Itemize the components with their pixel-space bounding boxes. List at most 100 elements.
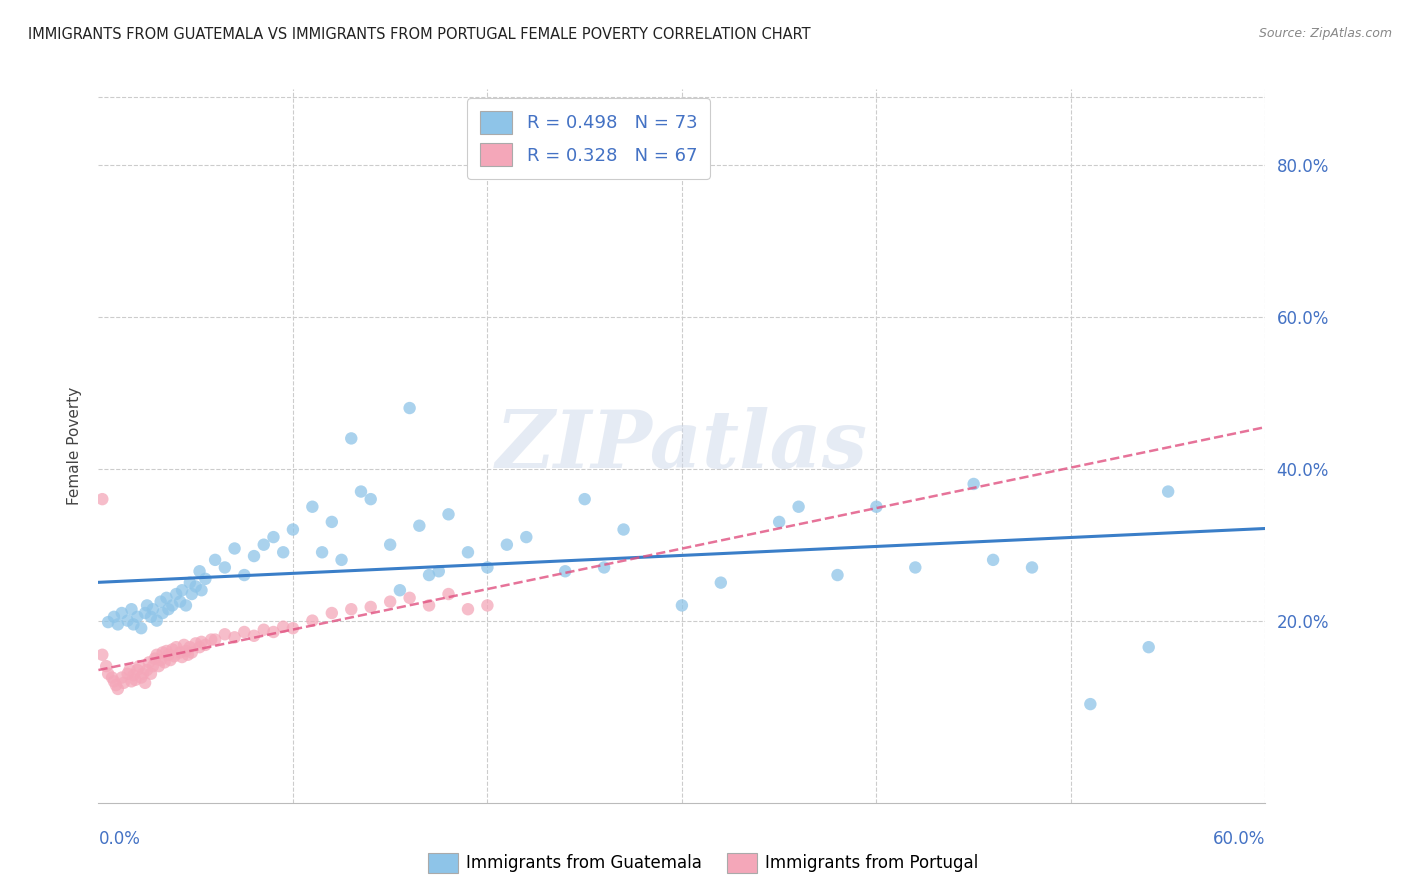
Text: 0.0%: 0.0% <box>98 830 141 847</box>
Point <box>204 632 226 647</box>
Point <box>142 659 165 673</box>
Point <box>388 583 411 598</box>
Point <box>194 572 217 586</box>
Point <box>224 541 246 556</box>
Point <box>128 659 150 673</box>
Point <box>593 560 616 574</box>
Point <box>177 648 200 662</box>
Point <box>214 560 236 574</box>
Point <box>132 666 155 681</box>
Point <box>179 640 201 655</box>
Point <box>118 663 141 677</box>
Point <box>138 656 160 670</box>
Point <box>214 627 236 641</box>
Point <box>457 602 479 616</box>
Point <box>169 645 191 659</box>
Point <box>146 648 169 662</box>
Point <box>437 587 460 601</box>
Point <box>180 587 202 601</box>
Point <box>233 625 256 640</box>
Point <box>134 676 156 690</box>
Point <box>97 666 120 681</box>
Point <box>1157 484 1180 499</box>
Point <box>574 492 596 507</box>
Point <box>159 653 181 667</box>
Point <box>962 477 984 491</box>
Point <box>457 545 479 559</box>
Point <box>188 640 211 655</box>
Point <box>121 602 143 616</box>
Point <box>477 599 499 613</box>
Point <box>865 500 887 514</box>
Point <box>200 632 222 647</box>
Point <box>768 515 790 529</box>
Point <box>360 492 382 507</box>
Point <box>124 673 146 687</box>
Point <box>97 615 120 629</box>
Point <box>554 564 576 578</box>
Point <box>91 492 114 507</box>
Point <box>162 642 184 657</box>
Point <box>301 500 323 514</box>
Point <box>271 545 294 559</box>
Point <box>904 560 927 574</box>
Point <box>163 649 186 664</box>
Point <box>117 666 139 681</box>
Point <box>170 583 193 598</box>
Point <box>157 602 180 616</box>
Point <box>122 668 145 682</box>
Point <box>136 599 159 613</box>
Point <box>243 549 266 563</box>
Point <box>157 648 180 662</box>
Point <box>129 671 152 685</box>
Point <box>311 545 333 559</box>
Y-axis label: Female Poverty: Female Poverty <box>66 387 82 505</box>
Point <box>155 644 177 658</box>
Point <box>1021 560 1043 574</box>
Point <box>139 609 162 624</box>
Point <box>165 640 187 655</box>
Point <box>129 621 152 635</box>
Point <box>408 518 430 533</box>
Point <box>184 636 207 650</box>
Point <box>165 587 187 601</box>
Point <box>1137 640 1160 655</box>
Point <box>194 638 217 652</box>
Point <box>107 617 129 632</box>
Point <box>301 614 323 628</box>
Point <box>253 538 276 552</box>
Point <box>111 606 134 620</box>
Point <box>139 666 162 681</box>
Point <box>398 401 420 415</box>
Point <box>149 653 172 667</box>
Point <box>173 638 195 652</box>
Point <box>162 599 184 613</box>
Point <box>112 676 135 690</box>
Point <box>170 650 193 665</box>
Point <box>155 591 177 605</box>
Point <box>152 606 174 620</box>
Point <box>143 651 166 665</box>
Point <box>174 599 197 613</box>
Point <box>612 523 634 537</box>
Point <box>262 530 284 544</box>
Point <box>111 671 134 685</box>
Point <box>271 620 294 634</box>
Point <box>418 599 440 613</box>
Point <box>184 579 207 593</box>
Point <box>418 568 440 582</box>
Point <box>101 671 124 685</box>
Point <box>253 623 276 637</box>
Text: 60.0%: 60.0% <box>1213 830 1265 847</box>
Point <box>204 553 226 567</box>
Point <box>134 606 156 620</box>
Point <box>515 530 537 544</box>
Point <box>190 635 212 649</box>
Point <box>104 678 127 692</box>
Point <box>350 484 373 499</box>
Point <box>103 674 125 689</box>
Point <box>188 564 211 578</box>
Point <box>127 609 149 624</box>
Point <box>107 681 129 696</box>
Point <box>321 606 343 620</box>
